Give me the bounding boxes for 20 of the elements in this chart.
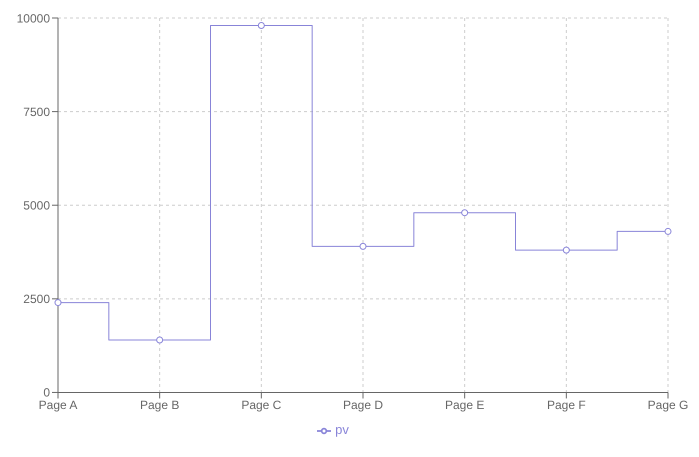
legend-label: pv	[335, 422, 349, 438]
x-tick-label: Page G	[648, 398, 688, 412]
x-tick-label: Page C	[241, 398, 282, 412]
point	[360, 242, 366, 250]
point	[156, 336, 164, 344]
x-tick-label: Page D	[342, 398, 384, 412]
x-tick-label: Page F	[546, 398, 586, 412]
y-tick-label: 5000	[23, 198, 50, 212]
y-tick-label: 0	[43, 386, 50, 400]
point	[258, 22, 265, 29]
point	[461, 209, 468, 216]
x-tick-label: Page B	[140, 398, 180, 412]
point	[562, 246, 570, 254]
y-tick-label: 10000	[16, 11, 50, 26]
point	[54, 299, 62, 306]
x-tick-label: Page A	[38, 398, 78, 412]
point	[664, 228, 672, 235]
y-tick-label: 7500	[23, 104, 50, 119]
y-tick-label: 2500	[23, 292, 50, 306]
x-tick-label: Page E	[444, 398, 484, 412]
